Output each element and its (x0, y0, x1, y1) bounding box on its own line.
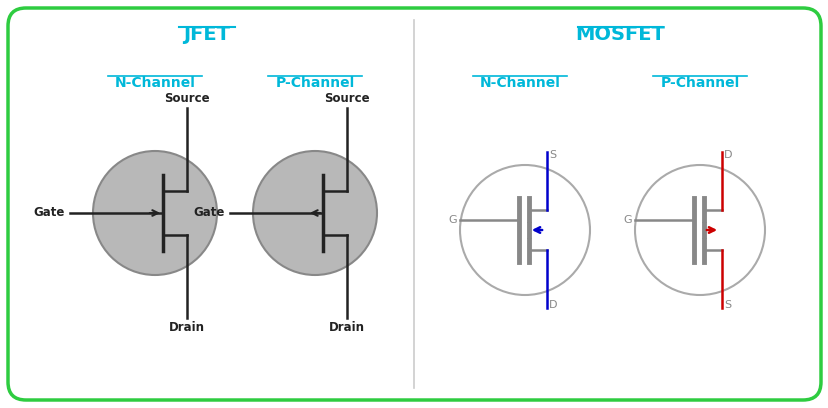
Text: N-Channel: N-Channel (114, 76, 195, 90)
Text: Source: Source (164, 92, 209, 105)
Text: JFET: JFET (183, 25, 230, 44)
Text: G: G (448, 215, 456, 225)
Text: Gate: Gate (194, 206, 224, 220)
Circle shape (634, 165, 764, 295)
Text: Source: Source (324, 92, 369, 105)
Text: Drain: Drain (329, 321, 364, 334)
Text: D: D (548, 300, 556, 310)
Text: D: D (723, 150, 732, 160)
Circle shape (253, 151, 377, 275)
Text: Gate: Gate (34, 206, 65, 220)
Text: S: S (548, 150, 556, 160)
Circle shape (460, 165, 590, 295)
Circle shape (93, 151, 217, 275)
Text: P-Channel: P-Channel (275, 76, 354, 90)
Text: S: S (723, 300, 730, 310)
Text: P-Channel: P-Channel (660, 76, 739, 90)
Text: N-Channel: N-Channel (479, 76, 560, 90)
Text: MOSFET: MOSFET (575, 25, 664, 44)
Text: Drain: Drain (169, 321, 205, 334)
FancyBboxPatch shape (8, 8, 820, 400)
Text: G: G (623, 215, 631, 225)
